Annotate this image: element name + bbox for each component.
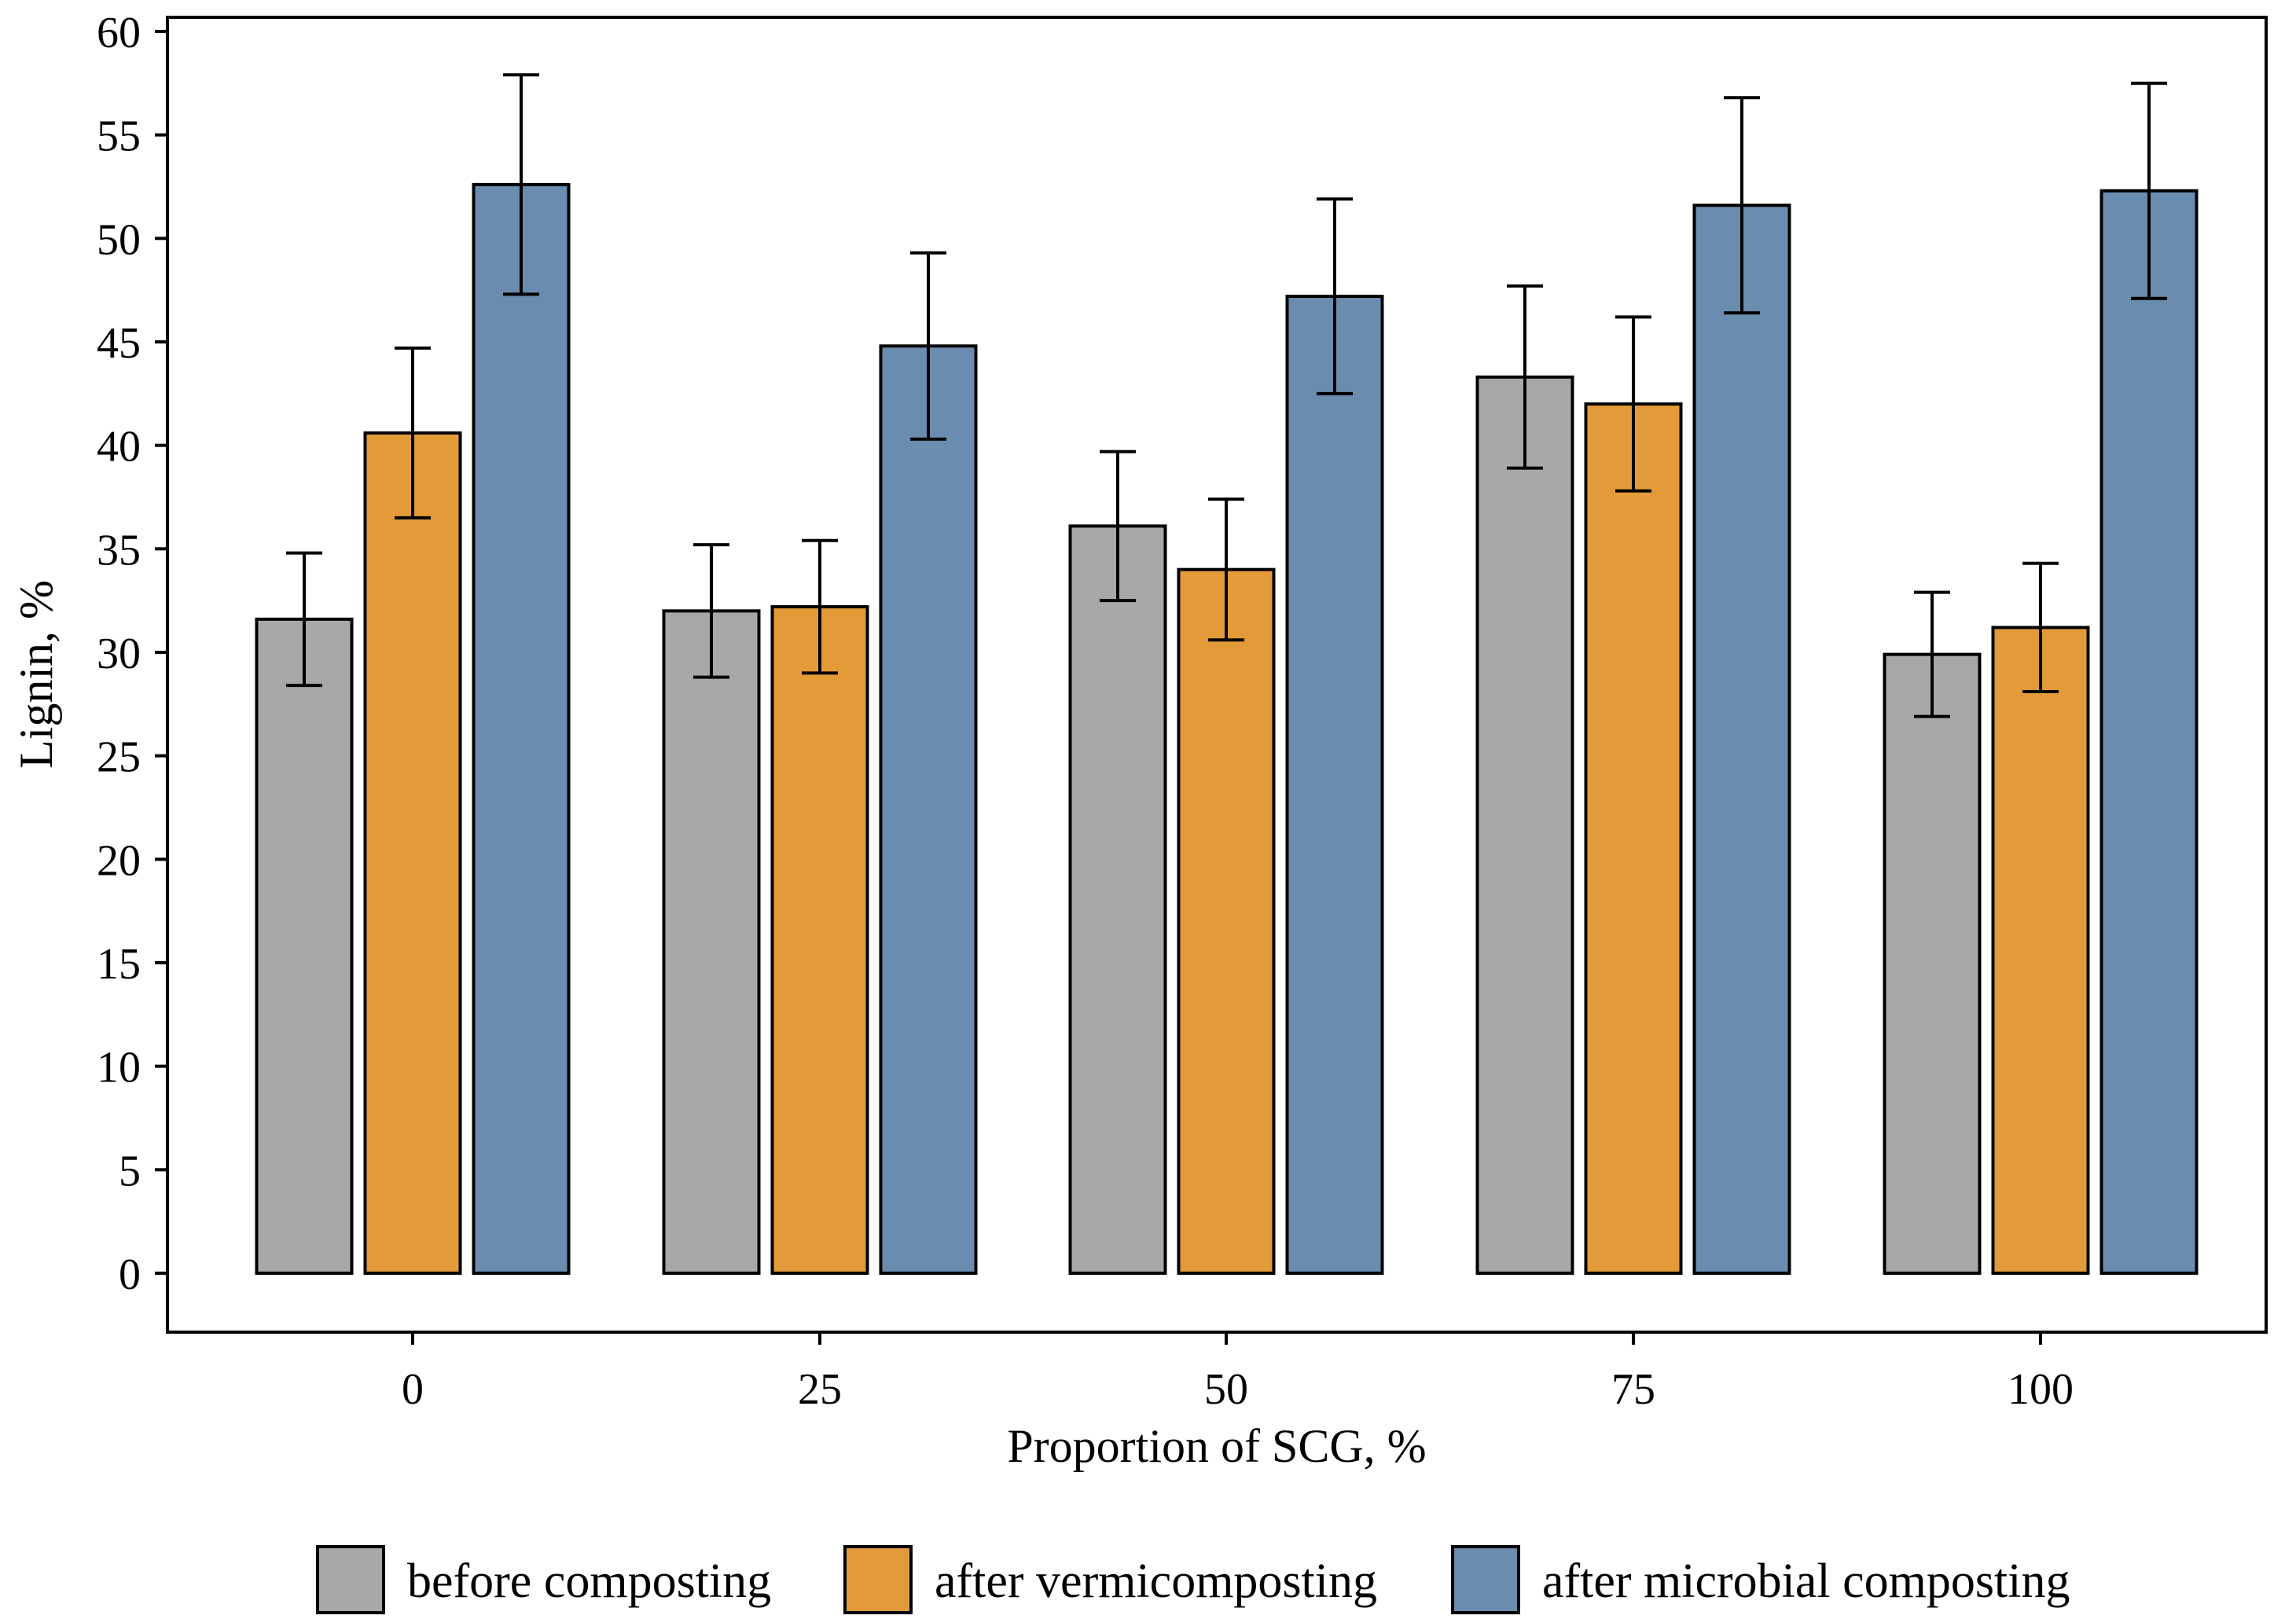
plot-frame xyxy=(166,16,2268,1334)
y-tick-label: 15 xyxy=(97,940,141,989)
y-tick-label: 50 xyxy=(97,215,141,264)
error-bar-after-microbial-composting-100 xyxy=(2131,81,2167,300)
legend-label-after-microbial-composting: after microbial composting xyxy=(1542,1555,2070,1608)
legend-label-after-vermicomposting: after vermicomposting xyxy=(935,1555,1377,1608)
legend-label-before-composting: before composting xyxy=(407,1555,771,1608)
bar-after-vermicomposting-100 xyxy=(1991,626,2090,1275)
x-tick-label: 75 xyxy=(1611,1365,1655,1414)
bar-after-microbial-composting-100 xyxy=(2099,189,2199,1275)
y-tick-label: 5 xyxy=(119,1147,141,1195)
legend: before composting after vermicomposting af… xyxy=(316,1545,2070,1614)
bar-after-vermicomposting-25 xyxy=(770,605,869,1275)
error-bar-after-microbial-composting-50 xyxy=(1317,197,1353,395)
x-axis: 0 25 50 75 100 xyxy=(402,1332,2074,1414)
bar-after-vermicomposting-50 xyxy=(1177,567,1276,1275)
y-tick-label: 20 xyxy=(97,836,141,885)
bar-after-microbial-composting-25 xyxy=(879,344,978,1275)
error-bar-before-composting-25 xyxy=(693,543,729,679)
error-bar-after-vermicomposting-75 xyxy=(1615,315,1651,493)
legend-swatch-after-vermicomposting xyxy=(843,1545,913,1614)
y-axis: 0 5 10 15 20 25 30 35 40 45 50 55 60 xyxy=(97,9,167,1299)
legend-swatch-after-microbial-composting xyxy=(1451,1545,1520,1614)
error-bar-after-vermicomposting-0 xyxy=(395,346,431,519)
bar-after-vermicomposting-0 xyxy=(363,431,462,1275)
y-tick-label: 35 xyxy=(97,526,141,575)
y-tick-label: 0 xyxy=(119,1250,141,1299)
x-axis-title: Proportion of SCG, % xyxy=(1007,1420,1426,1472)
bar-before-composting-100 xyxy=(1883,652,1982,1275)
bar-after-microbial-composting-75 xyxy=(1692,204,1791,1276)
bars-layer xyxy=(255,73,2199,1276)
y-axis-title: Lignin, % xyxy=(10,580,62,769)
error-bar-before-composting-75 xyxy=(1507,284,1543,470)
y-tick-label: 60 xyxy=(97,9,141,57)
error-bar-before-composting-0 xyxy=(286,551,322,688)
legend-swatch-before-composting xyxy=(316,1545,385,1614)
x-tick-label: 0 xyxy=(402,1365,424,1414)
y-tick-label: 40 xyxy=(97,423,141,472)
y-tick-label: 10 xyxy=(97,1044,141,1092)
error-bar-before-composting-50 xyxy=(1100,450,1136,603)
error-bar-after-vermicomposting-100 xyxy=(2022,561,2059,694)
bar-before-composting-25 xyxy=(662,609,761,1275)
y-tick-label: 30 xyxy=(97,630,141,678)
x-tick-label: 100 xyxy=(2008,1365,2074,1414)
bar-after-microbial-composting-50 xyxy=(1285,295,1384,1276)
error-bar-before-composting-100 xyxy=(1914,590,1950,718)
y-tick-label: 45 xyxy=(97,319,141,368)
y-tick-label: 55 xyxy=(97,112,141,161)
bar-before-composting-75 xyxy=(1475,375,1574,1275)
error-bar-after-microbial-composting-75 xyxy=(1724,96,1760,315)
bar-after-microbial-composting-0 xyxy=(472,182,571,1275)
error-bar-after-vermicomposting-25 xyxy=(802,538,838,675)
error-bar-after-microbial-composting-25 xyxy=(910,251,946,441)
x-tick-label: 25 xyxy=(798,1365,842,1414)
x-tick-label: 50 xyxy=(1204,1365,1248,1414)
bar-before-composting-50 xyxy=(1068,524,1167,1275)
y-tick-label: 25 xyxy=(97,733,141,782)
error-bar-after-microbial-composting-0 xyxy=(503,73,539,296)
error-bar-after-vermicomposting-50 xyxy=(1208,497,1244,642)
bar-before-composting-0 xyxy=(255,617,354,1275)
bar-after-vermicomposting-75 xyxy=(1584,402,1683,1275)
